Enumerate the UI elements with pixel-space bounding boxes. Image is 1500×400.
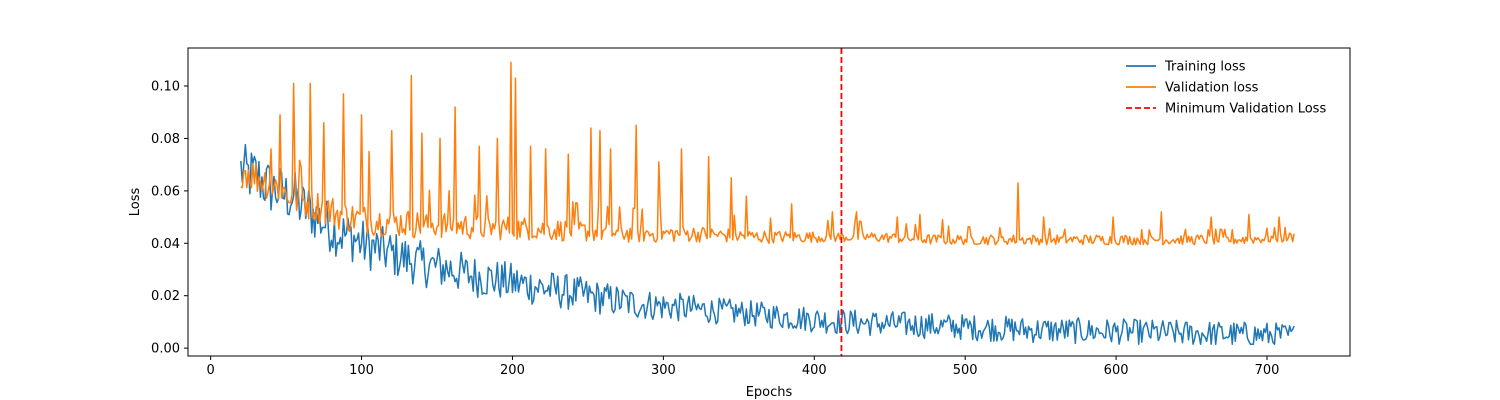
series-validation-loss [240, 61, 1295, 246]
x-tick-label: 700 [1255, 363, 1280, 378]
legend-label-minimum-validation-loss: Minimum Validation Loss [1165, 102, 1326, 117]
legend-label-training-loss: Training loss [1164, 60, 1246, 75]
x-tick-label: 0 [206, 363, 214, 378]
x-tick-label: 500 [953, 363, 978, 378]
plot-lines [240, 48, 1295, 356]
x-tick-label: 100 [349, 363, 374, 378]
x-tick-label: 300 [651, 363, 676, 378]
y-tick-label: 0.02 [151, 289, 180, 304]
legend: Training loss Validation loss Minimum Va… [1126, 60, 1326, 117]
series-training-loss [240, 143, 1295, 345]
y-tick-label: 0.08 [151, 132, 180, 147]
y-tick-label: 0.00 [151, 342, 180, 357]
axis-ticks: 0 100 200 300 400 500 600 700 0.00 0.02 0.04 0.06 0.… [151, 80, 1279, 378]
y-tick-label: 0.10 [151, 80, 180, 95]
x-tick-label: 600 [1104, 363, 1129, 378]
x-tick-label: 400 [802, 363, 827, 378]
y-axis-label: Loss [128, 188, 143, 217]
x-axis-label: Epochs [746, 385, 793, 400]
y-tick-label: 0.06 [151, 184, 180, 199]
legend-label-validation-loss: Validation loss [1165, 81, 1259, 96]
axes-frame [187, 47, 1351, 357]
x-tick-label: 200 [500, 363, 525, 378]
y-tick-label: 0.04 [151, 237, 180, 252]
